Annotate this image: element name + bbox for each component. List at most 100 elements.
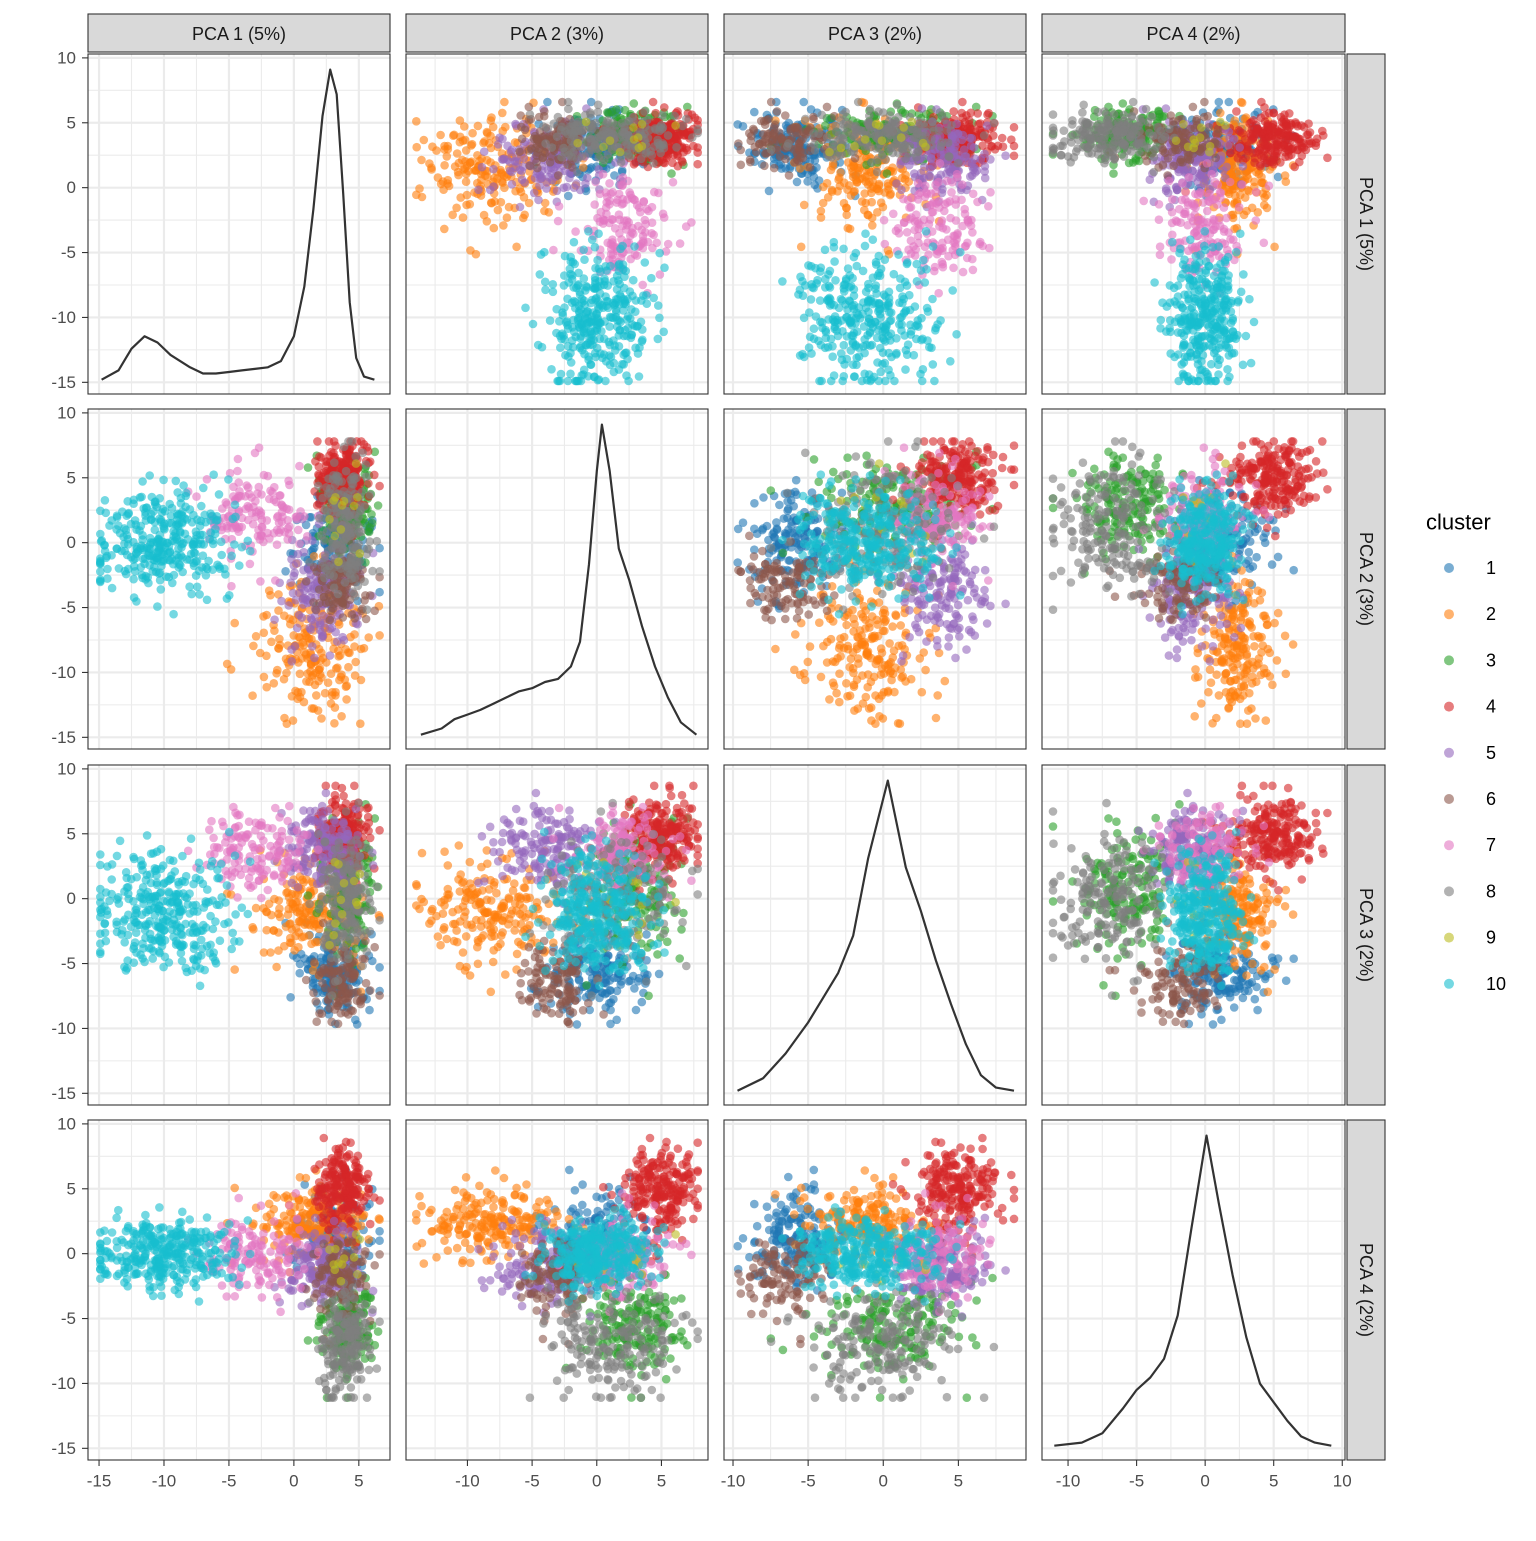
point-cluster-10 [600, 350, 609, 359]
point-cluster-8 [1049, 110, 1058, 119]
point-cluster-10 [654, 301, 663, 310]
point-cluster-7 [676, 239, 685, 248]
point-cluster-10 [824, 295, 833, 304]
point-cluster-8 [570, 129, 579, 138]
point-cluster-2 [487, 113, 496, 122]
point-cluster-10 [1247, 359, 1256, 368]
point-cluster-10 [1225, 351, 1234, 360]
point-cluster-6 [525, 162, 534, 171]
point-cluster-5 [518, 175, 527, 184]
point-cluster-4 [1236, 127, 1245, 136]
point-cluster-1 [1225, 98, 1234, 107]
point-cluster-2 [800, 201, 809, 210]
point-cluster-4 [1312, 138, 1321, 147]
point-cluster-6 [515, 147, 524, 156]
point-cluster-6 [761, 135, 770, 144]
point-cluster-4 [1269, 158, 1278, 167]
point-cluster-10 [1239, 270, 1248, 279]
point-cluster-2 [420, 136, 429, 145]
point-cluster-10 [854, 311, 863, 320]
point-cluster-10 [1166, 281, 1175, 290]
point-cluster-10 [838, 296, 847, 305]
point-cluster-10 [568, 275, 577, 284]
point-cluster-10 [830, 257, 839, 266]
point-cluster-8 [1082, 142, 1091, 151]
point-cluster-8 [658, 125, 667, 134]
point-cluster-4 [660, 103, 669, 112]
point-cluster-7 [626, 232, 635, 241]
point-cluster-7 [1181, 188, 1190, 197]
point-cluster-6 [809, 115, 818, 124]
point-cluster-7 [959, 268, 968, 277]
point-cluster-10 [844, 264, 853, 273]
point-cluster-7 [914, 179, 923, 188]
point-cluster-10 [594, 305, 603, 314]
point-cluster-8 [569, 148, 578, 157]
point-cluster-10 [804, 261, 813, 270]
point-cluster-8 [553, 132, 562, 141]
point-cluster-10 [912, 335, 921, 344]
point-cluster-1 [793, 178, 802, 187]
point-cluster-4 [1300, 123, 1309, 132]
point-cluster-5 [910, 169, 919, 178]
point-cluster-7 [953, 173, 962, 182]
point-cluster-4 [691, 113, 700, 122]
point-cluster-10 [556, 332, 565, 341]
point-cluster-4 [1285, 109, 1294, 118]
point-cluster-8 [841, 108, 850, 117]
point-cluster-2 [436, 131, 445, 140]
point-cluster-2 [817, 207, 826, 216]
point-cluster-10 [860, 370, 869, 379]
point-cluster-10 [556, 343, 565, 352]
point-cluster-8 [554, 113, 563, 122]
point-cluster-8 [913, 129, 922, 138]
point-cluster-7 [571, 227, 580, 236]
point-cluster-5 [583, 174, 592, 183]
point-cluster-10 [566, 370, 575, 379]
point-cluster-4 [1007, 135, 1016, 144]
point-cluster-5 [918, 104, 927, 113]
point-cluster-3 [667, 169, 676, 178]
point-cluster-2 [440, 161, 449, 170]
point-cluster-10 [626, 314, 635, 323]
point-cluster-2 [520, 193, 529, 202]
point-cluster-8 [1150, 153, 1159, 162]
point-cluster-10 [1215, 356, 1224, 365]
point-cluster-10 [536, 270, 545, 279]
point-cluster-10 [591, 243, 600, 252]
point-cluster-5 [981, 162, 990, 171]
point-cluster-4 [693, 143, 702, 152]
point-cluster-2 [884, 182, 893, 191]
point-cluster-10 [826, 267, 835, 276]
point-cluster-7 [1167, 255, 1176, 264]
point-cluster-2 [417, 156, 426, 165]
point-cluster-10 [594, 229, 603, 238]
point-cluster-10 [549, 280, 558, 289]
point-cluster-7 [938, 239, 947, 248]
point-cluster-10 [554, 377, 563, 386]
point-cluster-7 [1155, 215, 1164, 224]
point-cluster-8 [891, 141, 900, 150]
point-cluster-5 [1222, 163, 1231, 172]
point-cluster-4 [1010, 123, 1019, 132]
point-cluster-2 [440, 145, 449, 154]
point-cluster-3 [1109, 169, 1118, 178]
point-cluster-6 [518, 135, 527, 144]
point-cluster-10 [613, 285, 622, 294]
point-cluster-8 [891, 120, 900, 129]
point-cluster-8 [980, 131, 989, 140]
point-cluster-2 [505, 203, 514, 212]
point-cluster-8 [1108, 145, 1117, 154]
point-cluster-7 [936, 159, 945, 168]
point-cluster-8 [1049, 124, 1058, 133]
point-cluster-8 [881, 155, 890, 164]
point-cluster-7 [554, 217, 563, 226]
point-cluster-5 [486, 186, 495, 195]
point-cluster-10 [632, 296, 641, 305]
point-cluster-10 [584, 352, 593, 361]
point-cluster-7 [652, 239, 661, 248]
point-cluster-7 [1178, 179, 1187, 188]
point-cluster-7 [914, 232, 923, 241]
point-cluster-2 [1282, 177, 1291, 186]
point-cluster-10 [866, 341, 875, 350]
